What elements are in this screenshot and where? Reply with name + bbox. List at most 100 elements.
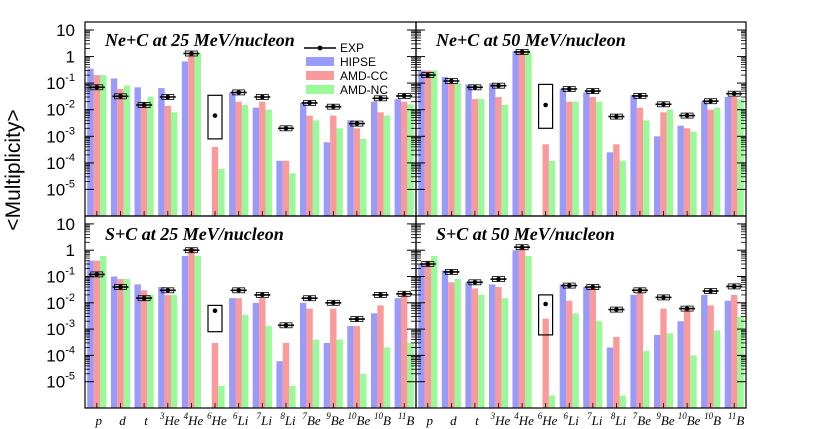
bar-amdcc xyxy=(401,294,408,408)
x-category-label: 3He xyxy=(159,411,180,428)
bar-hipse xyxy=(630,95,637,216)
bar-amdcc xyxy=(353,128,361,216)
exp-point xyxy=(708,98,713,104)
bar-hipse xyxy=(677,125,684,216)
exp-point xyxy=(283,126,289,131)
panel-frame xyxy=(415,215,747,409)
exp-point xyxy=(449,269,454,275)
x-category-label: 10B xyxy=(704,411,721,428)
exp-point xyxy=(354,316,360,322)
y-tick-label: 10-2 xyxy=(46,99,75,120)
exp-point xyxy=(708,288,713,294)
bar-hipse xyxy=(489,83,496,216)
y-tick-label: 10-3 xyxy=(46,125,75,146)
x-category-label: 9Be xyxy=(326,411,344,428)
bar-amdcc xyxy=(259,101,266,216)
bar-amdnc xyxy=(383,115,391,216)
x-category-label: t xyxy=(144,413,148,428)
exp-point xyxy=(425,261,431,267)
x-category-label: 11B xyxy=(398,411,414,428)
bar-amdcc xyxy=(495,97,502,216)
exp-point xyxy=(731,284,737,289)
x-category-label: 4He xyxy=(514,411,534,428)
y-tick-label: 10 xyxy=(56,215,75,234)
bar-hipse xyxy=(465,282,472,408)
bar-hipse xyxy=(229,92,236,216)
legend: EXP HIPSE AMD-CC AMD-NC xyxy=(304,41,388,97)
bar-amdcc xyxy=(235,298,242,408)
exp-point xyxy=(590,88,596,94)
bar-hipse xyxy=(606,152,614,216)
exp-point xyxy=(260,94,265,100)
bar-amdnc xyxy=(572,101,579,216)
exp-point xyxy=(331,104,336,109)
bar-amdnc xyxy=(147,97,154,216)
exp-point xyxy=(94,85,100,90)
bar-amdcc xyxy=(306,115,313,216)
exp-point xyxy=(614,114,619,119)
exp-point xyxy=(519,49,525,55)
bar-amdnc xyxy=(312,120,320,216)
bar-amdcc xyxy=(93,75,100,216)
x-category-label: 8Li xyxy=(280,411,296,428)
x-category-label: 10Be xyxy=(678,411,701,428)
y-tick-label: 10-1 xyxy=(46,72,75,93)
bar-amdcc xyxy=(330,115,337,216)
exp-point xyxy=(283,323,289,328)
bar-hipse xyxy=(559,89,567,216)
bar-hipse xyxy=(394,298,401,408)
bar-amdnc xyxy=(123,279,131,408)
x-category-label: 7Be xyxy=(302,411,320,428)
legend-amdcc-swatch xyxy=(306,71,334,80)
exp-point xyxy=(731,91,737,96)
exp-systematic-box xyxy=(537,83,554,129)
bar-amdnc xyxy=(336,339,343,408)
bar-hipse xyxy=(323,142,331,216)
bar-amdnc xyxy=(360,138,367,216)
exp-point xyxy=(236,288,241,293)
bar-hipse xyxy=(229,298,236,408)
bar-amdnc xyxy=(194,52,201,217)
exp-point xyxy=(661,295,666,300)
bar-amdnc xyxy=(218,385,225,408)
bar-amdcc xyxy=(542,144,549,216)
bar-hipse xyxy=(724,97,732,216)
bar-amdnc xyxy=(336,128,343,216)
bar-amdcc xyxy=(117,279,124,408)
exp-point xyxy=(401,291,407,297)
bar-hipse xyxy=(677,321,684,408)
bar-amdcc xyxy=(660,308,667,408)
bar-hipse xyxy=(371,101,378,216)
bar-hipse xyxy=(512,250,519,408)
bar-amdcc xyxy=(164,105,171,216)
y-tick-label: 10-4 xyxy=(46,344,75,365)
x-category-label: 9Be xyxy=(656,411,674,428)
bar-amdcc xyxy=(424,70,431,216)
bar-hipse xyxy=(347,326,354,408)
bar-amdcc xyxy=(448,83,455,216)
exp-point xyxy=(307,100,312,106)
bar-amdnc xyxy=(454,279,461,408)
bar-amdcc xyxy=(235,101,242,216)
bar-hipse xyxy=(630,294,637,408)
bar-hipse xyxy=(158,287,165,408)
bar-hipse xyxy=(441,77,449,216)
bar-amdnc xyxy=(194,256,201,408)
bar-hipse xyxy=(181,61,189,216)
bar-amdnc xyxy=(241,314,249,408)
exp-point xyxy=(94,272,100,277)
bar-amdcc xyxy=(660,112,667,216)
bar-amdcc xyxy=(117,89,124,216)
x-category-label: 4He xyxy=(184,411,204,428)
bar-amdcc xyxy=(259,298,266,408)
exp-point xyxy=(472,280,478,285)
legend-exp-marker xyxy=(317,45,323,51)
exp-systematic-box xyxy=(537,294,554,336)
exp-point xyxy=(260,292,265,298)
bar-hipse xyxy=(252,107,260,216)
bar-amdnc xyxy=(501,105,509,216)
y-tick-label: 10-1 xyxy=(46,266,75,287)
bar-amdcc xyxy=(589,287,596,408)
x-category-label: 10Be xyxy=(348,411,371,428)
bar-hipse xyxy=(158,88,165,216)
